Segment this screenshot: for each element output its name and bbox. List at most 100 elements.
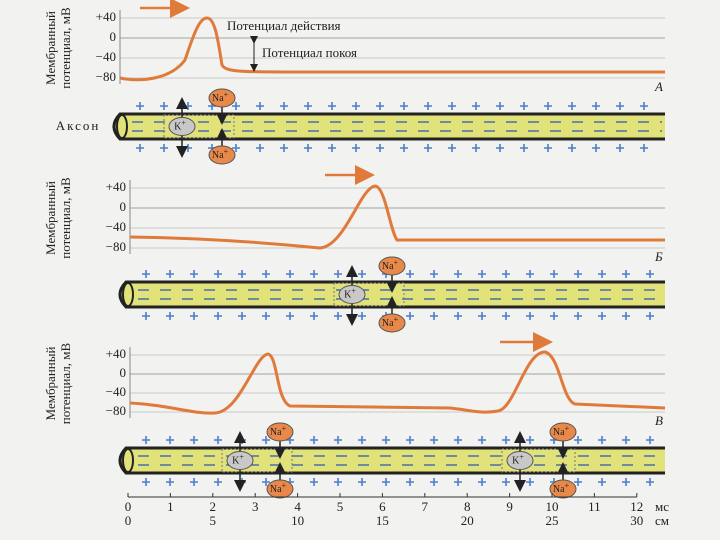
y-axis-label: Мембранный bbox=[43, 181, 58, 255]
positive-charge bbox=[358, 436, 366, 444]
panel-label: А bbox=[654, 79, 663, 94]
positive-charge bbox=[646, 270, 654, 278]
positive-charge bbox=[406, 478, 414, 486]
potential-curve bbox=[129, 350, 666, 415]
ion-symbol: K bbox=[174, 122, 182, 133]
channel-region bbox=[333, 282, 405, 307]
ion-charge: + bbox=[282, 424, 287, 433]
ion-charge: + bbox=[519, 452, 524, 461]
ion-label: Na+ bbox=[382, 258, 399, 272]
ion-circle bbox=[208, 145, 236, 165]
positive-charge bbox=[136, 102, 144, 110]
positive-charge bbox=[430, 436, 438, 444]
positive-charge bbox=[304, 102, 312, 110]
positive-charge bbox=[640, 102, 648, 110]
axon-end bbox=[116, 114, 128, 139]
ion-label: Na+ bbox=[553, 424, 570, 438]
axon bbox=[118, 446, 665, 475]
ion: Na+ bbox=[208, 145, 236, 165]
positive-charge bbox=[256, 102, 264, 110]
y-tick-label: −80 bbox=[96, 69, 116, 84]
ion-symbol: K bbox=[344, 290, 352, 301]
positive-charge bbox=[160, 144, 168, 152]
positive-charge bbox=[280, 144, 288, 152]
ion-circle bbox=[378, 256, 406, 276]
positive-charge bbox=[334, 312, 342, 320]
ion-label: Na+ bbox=[212, 90, 229, 104]
positive-charge bbox=[640, 144, 648, 152]
panel-label: В bbox=[655, 413, 663, 428]
positive-charge bbox=[310, 478, 318, 486]
positive-charge bbox=[574, 478, 582, 486]
positive-charge bbox=[142, 270, 150, 278]
potential-curve bbox=[119, 16, 665, 82]
distance-tick-label: 25 bbox=[546, 513, 559, 528]
axon-end bbox=[122, 448, 134, 473]
ion: K+ bbox=[338, 285, 366, 304]
positive-charge bbox=[454, 436, 462, 444]
distance-tick-label: 5 bbox=[210, 513, 217, 528]
time-tick-label: 12 bbox=[630, 499, 643, 514]
ion: Na+ bbox=[208, 88, 236, 108]
ion-charge: + bbox=[351, 286, 356, 295]
axon-label: Аксон bbox=[56, 118, 101, 133]
positive-charge bbox=[526, 478, 534, 486]
positive-charge bbox=[406, 312, 414, 320]
annotation: Потенциал покоя bbox=[262, 45, 357, 60]
positive-charge bbox=[598, 478, 606, 486]
channel-region bbox=[501, 448, 576, 473]
positive-charge bbox=[574, 270, 582, 278]
ion: Na+ bbox=[549, 479, 577, 499]
positive-charge bbox=[478, 312, 486, 320]
positive-charge bbox=[262, 270, 270, 278]
time-tick-label: 1 bbox=[167, 499, 174, 514]
positive-charge bbox=[190, 270, 198, 278]
positive-charge bbox=[454, 312, 462, 320]
positive-charge bbox=[526, 312, 534, 320]
positive-charge bbox=[142, 436, 150, 444]
ion-charge: + bbox=[181, 118, 186, 127]
positive-charge bbox=[310, 436, 318, 444]
y-axis-label: Мембранный bbox=[43, 347, 58, 421]
ion-circle bbox=[266, 422, 294, 442]
positive-charge bbox=[400, 102, 408, 110]
channel-region bbox=[221, 448, 293, 473]
time-tick-label: 3 bbox=[252, 499, 259, 514]
ion-symbol: Na bbox=[382, 261, 394, 272]
positive-charge bbox=[280, 102, 288, 110]
time-tick-label: 0 bbox=[125, 499, 132, 514]
y-tick-label: −40 bbox=[106, 219, 126, 234]
positive-charge bbox=[454, 478, 462, 486]
positive-charge bbox=[310, 270, 318, 278]
time-unit: мс bbox=[655, 499, 669, 514]
annotation: Потенциал действия bbox=[227, 18, 341, 33]
time-tick-label: 6 bbox=[379, 499, 386, 514]
positive-charge bbox=[166, 312, 174, 320]
positive-charge bbox=[496, 144, 504, 152]
positive-charge bbox=[526, 436, 534, 444]
positive-charge bbox=[424, 102, 432, 110]
ion-circle bbox=[549, 479, 577, 499]
positive-charge bbox=[238, 312, 246, 320]
positive-charge bbox=[568, 144, 576, 152]
positive-charge bbox=[622, 436, 630, 444]
positive-charge bbox=[304, 144, 312, 152]
y-tick-label: 0 bbox=[120, 199, 127, 214]
positive-charge bbox=[574, 312, 582, 320]
distance-tick-label: 30 bbox=[630, 513, 643, 528]
positive-charge bbox=[358, 478, 366, 486]
ion-label: Na+ bbox=[270, 481, 287, 495]
positive-charge bbox=[622, 478, 630, 486]
ion-symbol: Na bbox=[212, 150, 224, 161]
positive-charge bbox=[328, 102, 336, 110]
y-tick-label: +40 bbox=[106, 346, 126, 361]
y-axis-label: Мембранный bbox=[43, 11, 58, 85]
y-tick-label: 0 bbox=[110, 29, 117, 44]
ion-label: Na+ bbox=[382, 315, 399, 329]
ion-symbol: Na bbox=[212, 93, 224, 104]
positive-charge bbox=[334, 478, 342, 486]
positive-charge bbox=[142, 312, 150, 320]
positive-charge bbox=[214, 436, 222, 444]
positive-charge bbox=[382, 478, 390, 486]
positive-charge bbox=[262, 312, 270, 320]
